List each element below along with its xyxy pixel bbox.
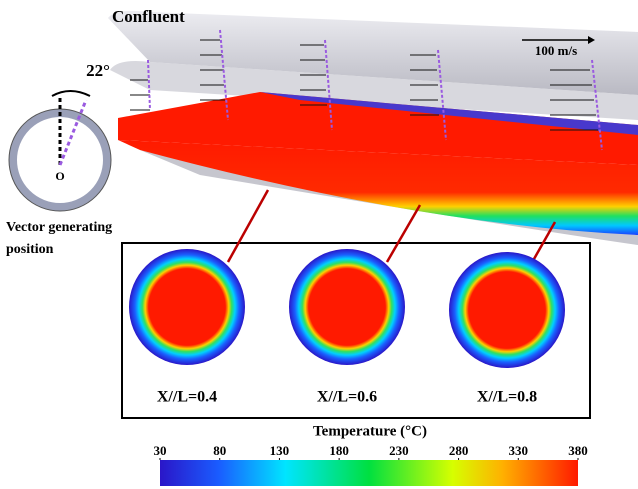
title: Confluent — [112, 7, 185, 26]
colorbar-tick-label: 330 — [509, 443, 529, 458]
figure: Confluent 100 m/s 22° O Vector generatin… — [0, 0, 638, 489]
colorbar-tick-label: 180 — [329, 443, 349, 458]
sections: X//L=0.4 X//L=0.6 X//L=0.8 — [129, 249, 565, 406]
section-label: X//L=0.8 — [477, 389, 537, 406]
cross-section — [129, 249, 245, 365]
colorbar-ticks: 30 80 130 180 230 280 330 380 — [154, 443, 588, 460]
scale-label: 100 m/s — [535, 43, 577, 58]
caption: Vector generating — [6, 220, 112, 235]
colorbar-title: Temperature (°C) — [313, 423, 427, 439]
colorbar-tick-label: 130 — [270, 443, 290, 458]
angle-arc — [52, 91, 90, 96]
cross-section — [289, 249, 405, 365]
colorbar-tick-label: 230 — [389, 443, 409, 458]
section-label: X//L=0.4 — [157, 389, 217, 406]
colorbar-tick-label: 280 — [449, 443, 469, 458]
colorbar-tick-label: 30 — [154, 443, 167, 458]
colorbar — [160, 460, 578, 486]
caption: position — [6, 242, 54, 257]
angle-label: 22° — [86, 61, 110, 80]
colorbar-tick-label: 80 — [213, 443, 226, 458]
colorbar-tick-label: 380 — [568, 443, 588, 458]
section-label: X//L=0.6 — [317, 389, 377, 406]
cross-section — [449, 252, 565, 368]
origin-label: O — [55, 169, 64, 183]
